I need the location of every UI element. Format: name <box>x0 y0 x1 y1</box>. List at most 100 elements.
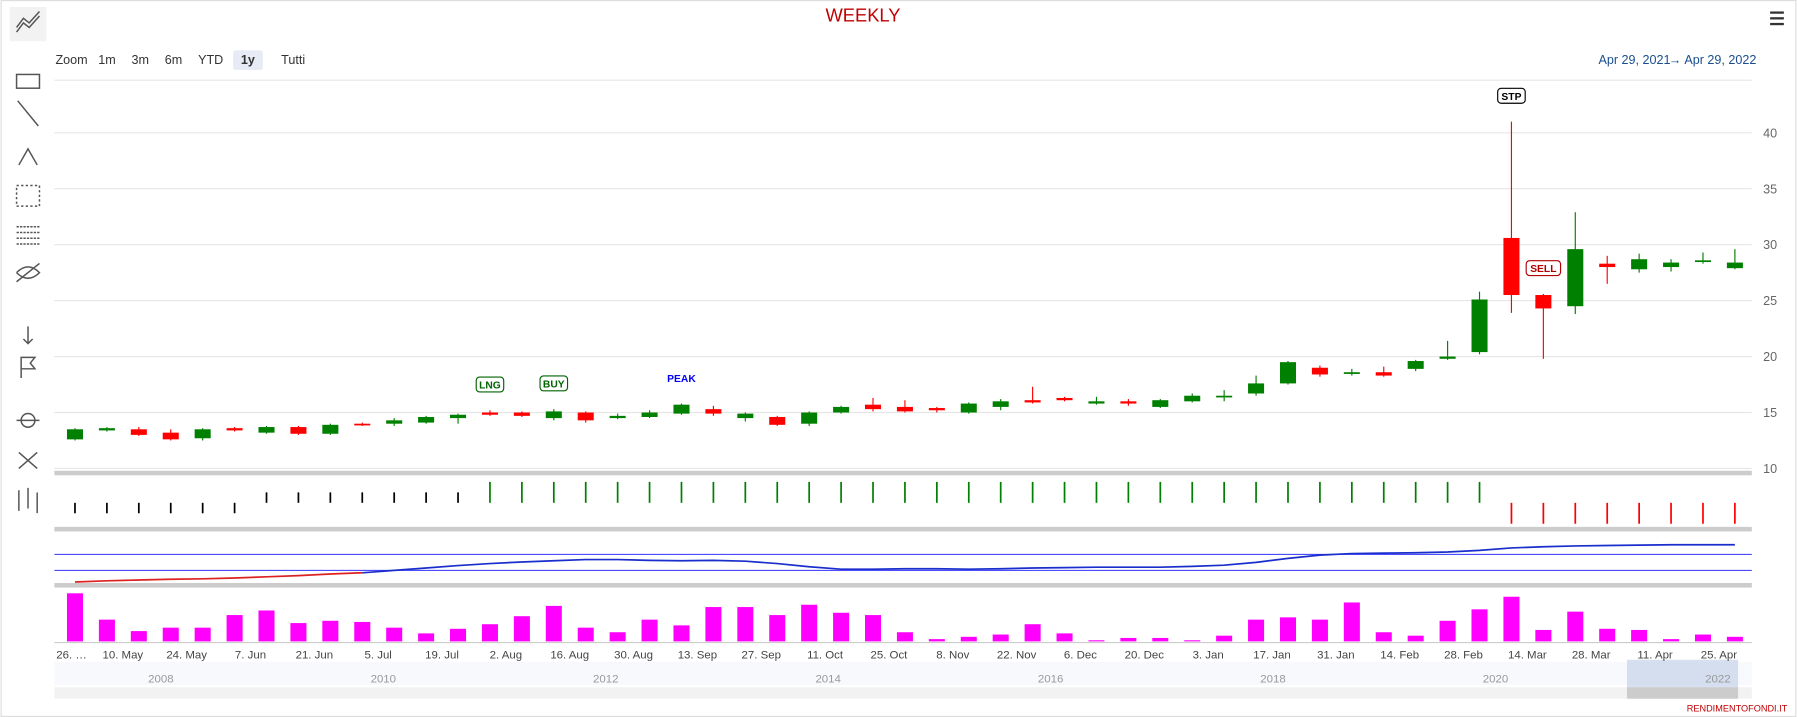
x-tick-label: 20. Dec <box>1125 650 1165 662</box>
candle-body <box>450 414 467 419</box>
candle-body <box>705 409 722 414</box>
volume-bar <box>577 627 594 642</box>
volume-bar <box>673 625 690 642</box>
volume-bar <box>1471 609 1488 642</box>
date-from[interactable]: Apr 29, 2021 <box>1598 53 1670 67</box>
candle-body <box>194 429 211 439</box>
candle-body <box>66 429 83 440</box>
zoom-button[interactable]: 3m <box>132 53 149 67</box>
candle-body <box>1279 362 1297 384</box>
x-tick-label: 5. Jul <box>365 650 392 662</box>
zoom-button[interactable]: Tutti <box>281 53 305 67</box>
candle-body <box>1311 367 1328 375</box>
volume-bar <box>1248 619 1265 642</box>
volume-bar <box>162 627 179 642</box>
y-tick-label: 35 <box>1763 182 1777 196</box>
flag-box <box>539 375 569 392</box>
chart-title: WEEKLY <box>826 5 901 26</box>
volume-bar <box>609 632 626 642</box>
candle-body <box>1056 397 1073 401</box>
zoom-button[interactable]: 1y <box>241 53 255 67</box>
candle-body <box>1120 401 1137 404</box>
volume-bar <box>928 639 945 642</box>
pane-separator <box>54 470 1752 476</box>
volume-bar <box>992 634 1009 642</box>
candle-body <box>1088 401 1105 404</box>
x-tick-label: 24. May <box>166 650 207 662</box>
credit: RENDIMENTOFONDI.IT <box>1687 703 1788 713</box>
x-tick-label: 27. Sep <box>742 650 781 662</box>
scrollbar[interactable] <box>54 687 1752 699</box>
volume-bar <box>1407 635 1424 642</box>
candle-body <box>896 406 913 412</box>
volume-bar <box>1535 629 1552 642</box>
volume-bar <box>896 632 913 642</box>
candle-body <box>1024 400 1041 403</box>
volume-bar <box>1439 620 1456 642</box>
zoom-button[interactable]: 6m <box>165 53 182 67</box>
zoom-button-active <box>233 50 263 70</box>
candle-body <box>577 412 594 421</box>
menu-icon[interactable] <box>1770 11 1784 26</box>
candle-body <box>864 404 882 410</box>
volume-bar <box>801 604 818 642</box>
volume-bar <box>1567 611 1584 642</box>
candle-body <box>1663 262 1680 268</box>
x-tick-label: 6. Dec <box>1064 650 1097 662</box>
y-tick-label: 20 <box>1763 350 1777 364</box>
candle-body <box>992 401 1009 407</box>
navigator-year: 2022 <box>1705 674 1730 686</box>
candle-body <box>322 424 339 434</box>
candle-body <box>1567 249 1584 307</box>
date-to[interactable]: Apr 29, 2022 <box>1684 53 1756 67</box>
navigator[interactable] <box>54 662 1752 685</box>
flag-box <box>475 376 505 393</box>
flag-label: LNG <box>479 381 501 392</box>
candle-body <box>1152 400 1169 407</box>
navigator-year: 2016 <box>1038 674 1063 686</box>
volume-bar <box>1599 628 1616 642</box>
flag-box <box>1497 87 1526 104</box>
x-tick-label: 11. Apr <box>1637 650 1673 662</box>
volume-bar <box>194 627 211 642</box>
candle-body <box>226 428 243 431</box>
x-tick-label: 31. Jan <box>1317 650 1355 662</box>
candle-body <box>1503 237 1520 296</box>
x-tick-label: 2. Aug <box>490 650 522 662</box>
x-tick-label: 3. Jan <box>1193 650 1224 662</box>
candle-body <box>1248 383 1265 394</box>
volume-bar <box>98 619 115 642</box>
candle-body <box>641 412 658 417</box>
candle-body <box>1216 395 1233 398</box>
x-tick-label: 22. Nov <box>997 650 1037 662</box>
x-tick-label: 17. Jan <box>1253 650 1291 662</box>
y-tick-label: 10 <box>1763 462 1777 476</box>
candle-body <box>130 429 147 435</box>
volume-bar <box>130 631 147 642</box>
scrollbar-thumb[interactable] <box>1626 687 1739 699</box>
x-tick-label: 25. Oct <box>870 650 908 662</box>
volume-bar <box>1663 639 1680 642</box>
candle-body <box>1184 395 1201 402</box>
volume-bar <box>737 607 754 642</box>
candle-body <box>1471 299 1488 353</box>
toolbar <box>9 6 47 514</box>
candle-body <box>960 403 977 413</box>
zoom-button[interactable]: YTD <box>198 53 223 67</box>
candle-body <box>1439 356 1456 359</box>
candle-body <box>290 427 307 434</box>
flag-label: STP <box>1501 92 1521 103</box>
x-tick-label: 19. Jul <box>425 650 459 662</box>
candle-body <box>1407 361 1424 369</box>
pane-separator <box>54 526 1752 532</box>
x-tick-label: 8. Nov <box>936 650 969 662</box>
zoom-button[interactable]: 1m <box>98 53 115 67</box>
candle-body <box>1726 262 1743 269</box>
x-tick-label: 7. Jun <box>235 650 266 662</box>
volume-bar <box>864 615 882 642</box>
navigator-year: 2020 <box>1483 674 1508 686</box>
candle-body <box>769 416 786 425</box>
volume-bar <box>705 607 722 642</box>
x-tick-label: 14. Feb <box>1380 650 1419 662</box>
